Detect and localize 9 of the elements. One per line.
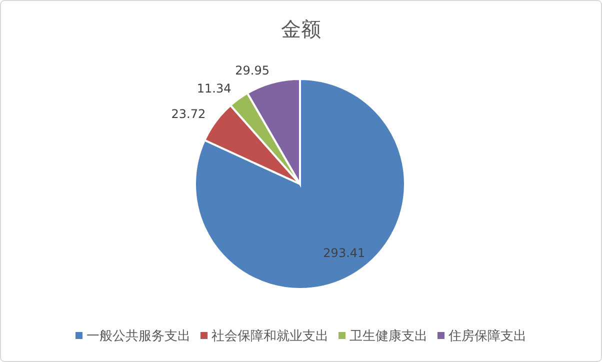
chart-title: 金额 <box>281 17 321 41</box>
legend-label: 社会保障和就业支出 <box>212 329 328 344</box>
data-label: 23.72 <box>171 106 206 121</box>
legend-label: 一般公共服务支出 <box>86 329 190 344</box>
data-label: 11.34 <box>196 82 232 96</box>
legend-label: 住房保障支出 <box>448 328 526 344</box>
legend-label: 卫生健康支出 <box>350 329 428 344</box>
data-label: 29.95 <box>235 63 270 78</box>
data-label: 293.41 <box>323 246 366 260</box>
